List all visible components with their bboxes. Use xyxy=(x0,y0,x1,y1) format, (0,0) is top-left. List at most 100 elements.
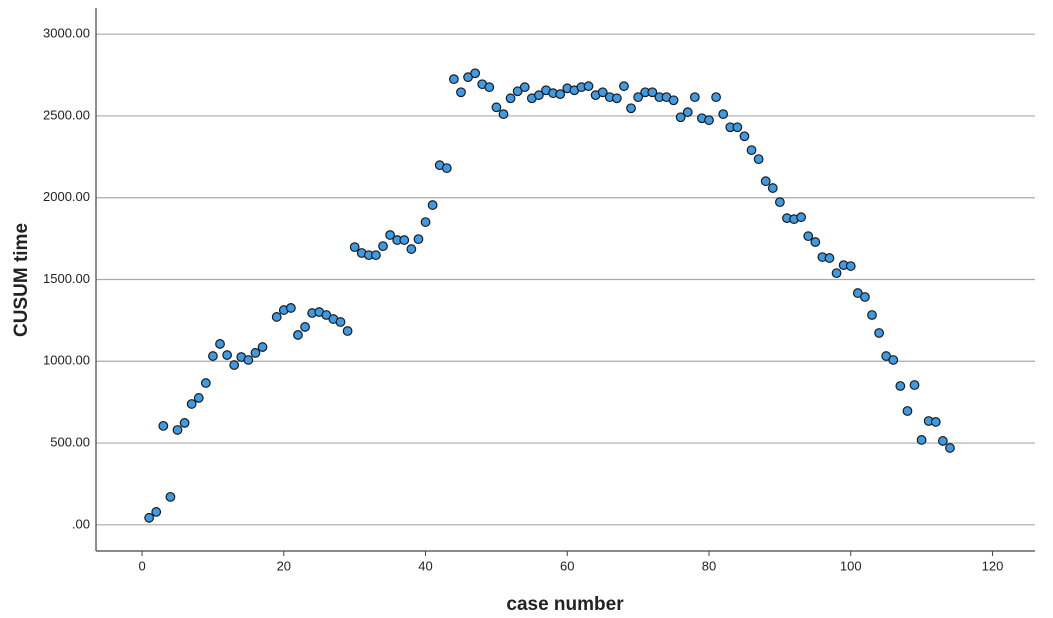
point xyxy=(484,82,495,93)
point xyxy=(222,350,233,360)
point xyxy=(647,87,658,98)
point xyxy=(229,360,240,370)
point xyxy=(498,109,509,120)
point xyxy=(895,381,906,391)
point xyxy=(448,74,459,85)
point xyxy=(555,89,566,100)
point xyxy=(867,310,877,320)
point xyxy=(151,507,162,517)
point xyxy=(158,420,169,431)
y-tick-label: 1000.00 xyxy=(43,353,90,368)
point xyxy=(845,261,856,271)
point xyxy=(619,81,629,92)
point xyxy=(441,163,452,174)
point xyxy=(874,328,884,338)
x-tick-label: 20 xyxy=(277,558,291,573)
point xyxy=(909,380,920,390)
point xyxy=(406,244,417,254)
point xyxy=(179,418,190,428)
point xyxy=(165,491,176,502)
point xyxy=(583,81,594,92)
point xyxy=(250,348,261,358)
point xyxy=(810,237,821,247)
point xyxy=(186,399,197,409)
point xyxy=(300,322,310,332)
point xyxy=(930,417,941,427)
point xyxy=(378,241,388,252)
x-tick-label: 0 xyxy=(138,558,145,573)
x-tick-label: 80 xyxy=(702,558,716,573)
point xyxy=(633,92,644,103)
point xyxy=(860,292,870,302)
x-axis-title: case number xyxy=(506,594,624,615)
y-axis-title: CUSUM time xyxy=(11,223,32,337)
point xyxy=(420,217,431,227)
point xyxy=(293,330,303,340)
point xyxy=(888,355,899,365)
point xyxy=(172,425,183,435)
point xyxy=(597,87,608,98)
point xyxy=(937,436,948,446)
point xyxy=(711,92,721,103)
point xyxy=(491,102,502,113)
point xyxy=(668,95,679,106)
point xyxy=(732,122,743,133)
point xyxy=(519,82,530,93)
point xyxy=(675,112,686,123)
point xyxy=(753,154,764,165)
y-tick-label: .00 xyxy=(72,516,90,531)
point xyxy=(739,131,750,142)
point xyxy=(243,355,254,365)
point xyxy=(796,212,807,223)
point xyxy=(831,268,842,279)
point xyxy=(534,90,544,101)
point xyxy=(902,406,913,416)
y-tick-label: 1500.00 xyxy=(43,271,90,286)
point xyxy=(271,312,282,322)
y-tick-label: 2500.00 xyxy=(43,107,90,122)
point xyxy=(371,250,381,261)
point xyxy=(144,512,155,523)
x-tick-label: 120 xyxy=(982,558,1004,573)
y-tick-label: 3000.00 xyxy=(43,26,90,41)
point xyxy=(746,145,757,156)
point xyxy=(626,103,636,114)
point xyxy=(399,235,410,245)
point xyxy=(427,200,438,210)
point xyxy=(505,93,516,104)
point xyxy=(215,339,225,349)
point xyxy=(512,86,523,97)
point xyxy=(760,176,771,187)
point xyxy=(767,183,778,193)
x-tick-label: 40 xyxy=(418,558,432,573)
point xyxy=(470,68,481,79)
point xyxy=(257,342,268,352)
point xyxy=(824,253,835,263)
point xyxy=(349,242,360,253)
point xyxy=(774,197,785,208)
point xyxy=(285,303,296,313)
point xyxy=(916,435,927,445)
x-tick-label: 60 xyxy=(560,558,574,573)
point xyxy=(335,317,346,327)
point xyxy=(342,326,353,336)
point xyxy=(945,443,955,453)
point xyxy=(321,310,332,320)
point xyxy=(208,351,218,361)
point xyxy=(704,115,714,126)
point xyxy=(611,93,622,104)
point xyxy=(718,109,729,120)
y-tick-label: 500.00 xyxy=(50,434,90,449)
point xyxy=(193,393,204,403)
point xyxy=(385,230,396,240)
y-tick-label: 2000.00 xyxy=(43,189,90,204)
point xyxy=(689,92,700,103)
point xyxy=(682,107,693,118)
point xyxy=(413,234,424,245)
x-tick-label: 100 xyxy=(840,558,862,573)
point xyxy=(456,87,466,98)
point xyxy=(200,378,211,388)
point xyxy=(803,231,814,242)
